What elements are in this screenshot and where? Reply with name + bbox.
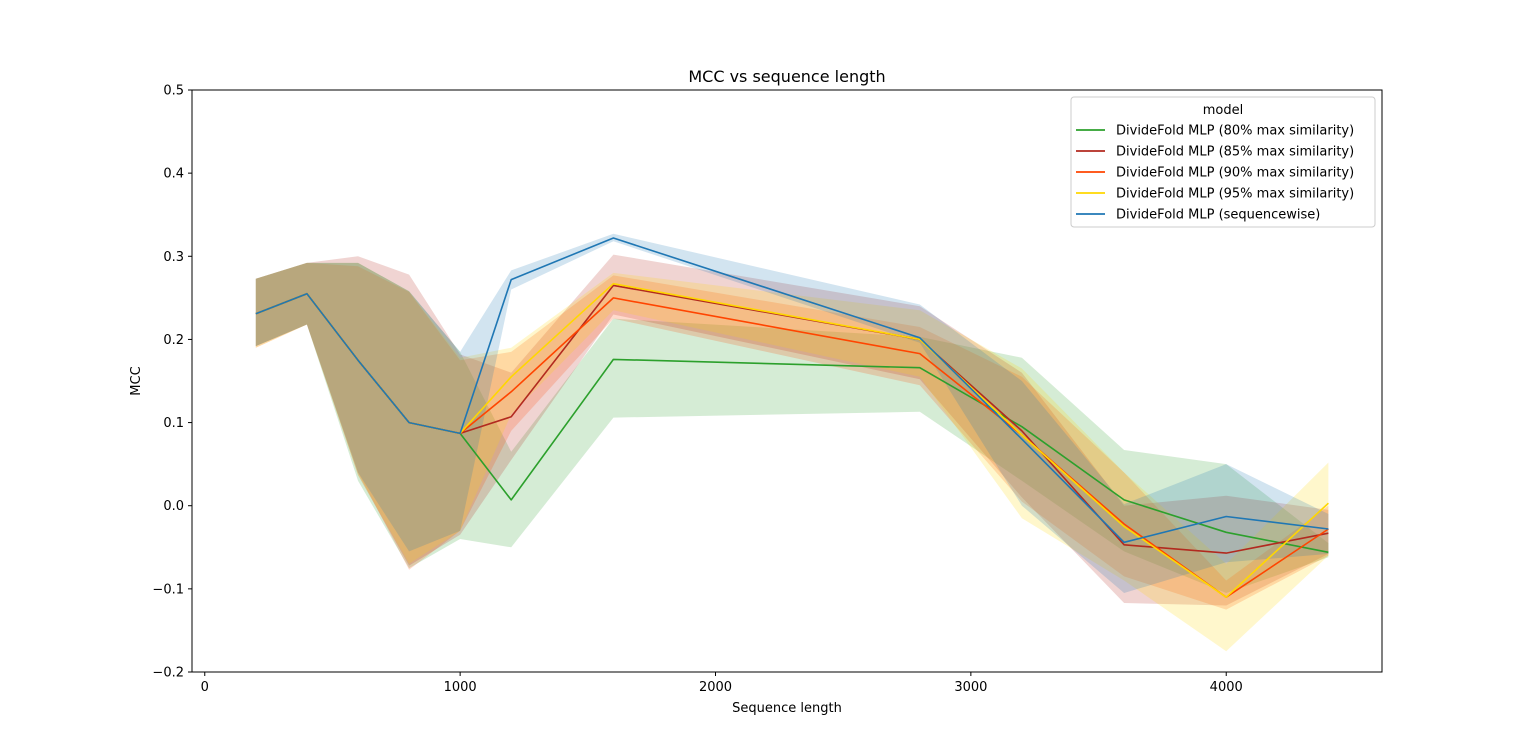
band-dividefold-mlp-95-max-similarity xyxy=(255,262,1329,652)
x-tick-label: 3000 xyxy=(954,680,987,695)
x-tick-label: 1000 xyxy=(444,680,477,695)
y-tick-label: 0.0 xyxy=(163,499,184,514)
x-axis-ticks: 0 1000 2000 3000 4000 xyxy=(201,672,1243,695)
confidence-bands xyxy=(255,233,1329,652)
x-tick-label: 0 xyxy=(201,680,209,695)
legend-items: DivideFold MLP (80% max similarity) Divid… xyxy=(1076,124,1354,223)
plot-frame xyxy=(191,89,1383,673)
line-dividefold-mlp-sequencewise xyxy=(255,237,1329,544)
legend-label: DivideFold MLP (95% max similarity) xyxy=(1116,187,1354,202)
y-tick-label: 0.4 xyxy=(163,167,184,182)
band-dividefold-mlp-80-max-similarity xyxy=(255,262,1329,593)
y-axis-ticks: −0.2 −0.1 0.0 0.1 0.2 0.3 0.4 0.5 xyxy=(152,84,192,681)
legend-box xyxy=(1070,96,1376,228)
legend-label: DivideFold MLP (90% max similarity) xyxy=(1116,166,1354,181)
x-tick-label: 4000 xyxy=(1210,680,1243,695)
legend-label: DivideFold MLP (85% max similarity) xyxy=(1116,145,1354,160)
legend: model DivideFold MLP (80% max similarity… xyxy=(1070,96,1376,228)
x-tick-label: 2000 xyxy=(699,680,732,695)
legend-label: DivideFold MLP (80% max similarity) xyxy=(1116,124,1354,139)
y-tick-label: −0.1 xyxy=(152,582,184,597)
y-tick-label: 0.3 xyxy=(163,250,184,265)
legend-title: model xyxy=(1203,103,1243,118)
y-axis-label: MCC xyxy=(129,366,144,395)
series-lines xyxy=(255,237,1329,599)
y-tick-label: −0.2 xyxy=(152,666,184,681)
chart-title: MCC vs sequence length xyxy=(688,67,885,86)
y-tick-label: 0.5 xyxy=(163,84,184,99)
y-tick-label: 0.2 xyxy=(163,333,184,348)
y-tick-label: 0.1 xyxy=(163,416,184,431)
legend-label: DivideFold MLP (sequencewise) xyxy=(1116,208,1320,223)
band-dividefold-mlp-85-max-similarity xyxy=(255,254,1329,606)
band-dividefold-mlp-sequencewise xyxy=(255,233,1329,594)
x-axis-label: Sequence length xyxy=(732,701,842,716)
band-dividefold-mlp-90-max-similarity xyxy=(255,262,1329,610)
